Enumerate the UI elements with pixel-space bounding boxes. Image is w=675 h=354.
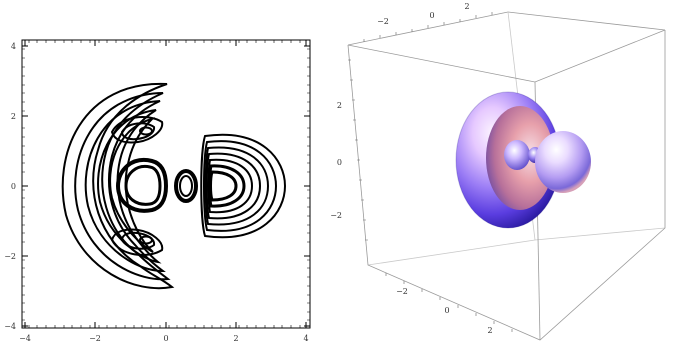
x-tick-label: 0 (163, 334, 168, 343)
y-tick-label: 0 (11, 182, 16, 191)
bottom-axis-tick-label: −2 (396, 287, 408, 296)
x-tick-label: 2 (233, 334, 238, 343)
x-tick-label: 4 (303, 334, 308, 343)
inner-lobe (504, 140, 530, 170)
top-axis-tick-label: −2 (377, 17, 389, 26)
contour-line (74, 92, 171, 281)
isosurface (455, 91, 591, 229)
left-axis-tick-label: 2 (337, 101, 342, 110)
surface-plot-panel: −2 0 2 2 0 −2 −2 0 2 (330, 0, 675, 350)
y-tick-label: 2 (11, 112, 16, 121)
contour-line (200, 133, 287, 239)
minor-ticks (22, 40, 310, 328)
contour-line (84, 100, 166, 273)
major-ticks (22, 40, 310, 328)
top-axis-tick-label: 0 (429, 11, 434, 20)
contour-line (205, 152, 262, 220)
contour-line (209, 170, 238, 202)
x-tick-label: −2 (89, 334, 101, 343)
contour-plot: −4 −2 0 2 4 4 2 0 −2 −4 (4, 39, 311, 343)
box-edge (347, 11, 666, 46)
contour-plot-panel: −4 −2 0 2 4 4 2 0 −2 −4 (0, 0, 330, 350)
contour-line (203, 140, 278, 232)
box-edge (534, 227, 666, 241)
surface-plot: −2 0 2 2 0 −2 −2 0 2 (330, 2, 666, 341)
contour-line (61, 82, 175, 290)
contour-line (110, 115, 164, 144)
contour-line (124, 164, 162, 206)
contour-lines (61, 82, 287, 290)
bottom-axis-tick-label: 0 (444, 306, 449, 315)
bottom-axis-tick-label: 2 (487, 326, 492, 335)
top-axis-tick-label: 2 (464, 2, 469, 11)
axis-ticks (348, 12, 513, 332)
contour-line (174, 169, 198, 203)
left-axis-tick-label: 0 (337, 158, 342, 167)
outer-lobe-sphere (535, 131, 591, 193)
y-tick-label: −2 (4, 252, 16, 261)
contour-line (110, 228, 164, 257)
box-edge (347, 29, 666, 83)
x-tick-label: −4 (19, 334, 31, 343)
contour-line (115, 157, 169, 213)
y-tick-label: −4 (4, 322, 16, 331)
box-edge (367, 239, 536, 266)
contour-line (139, 235, 153, 245)
left-axis-tick-label: −2 (330, 211, 342, 220)
contour-line (179, 175, 193, 197)
contour-line (139, 126, 153, 136)
y-tick-label: 4 (11, 42, 16, 51)
